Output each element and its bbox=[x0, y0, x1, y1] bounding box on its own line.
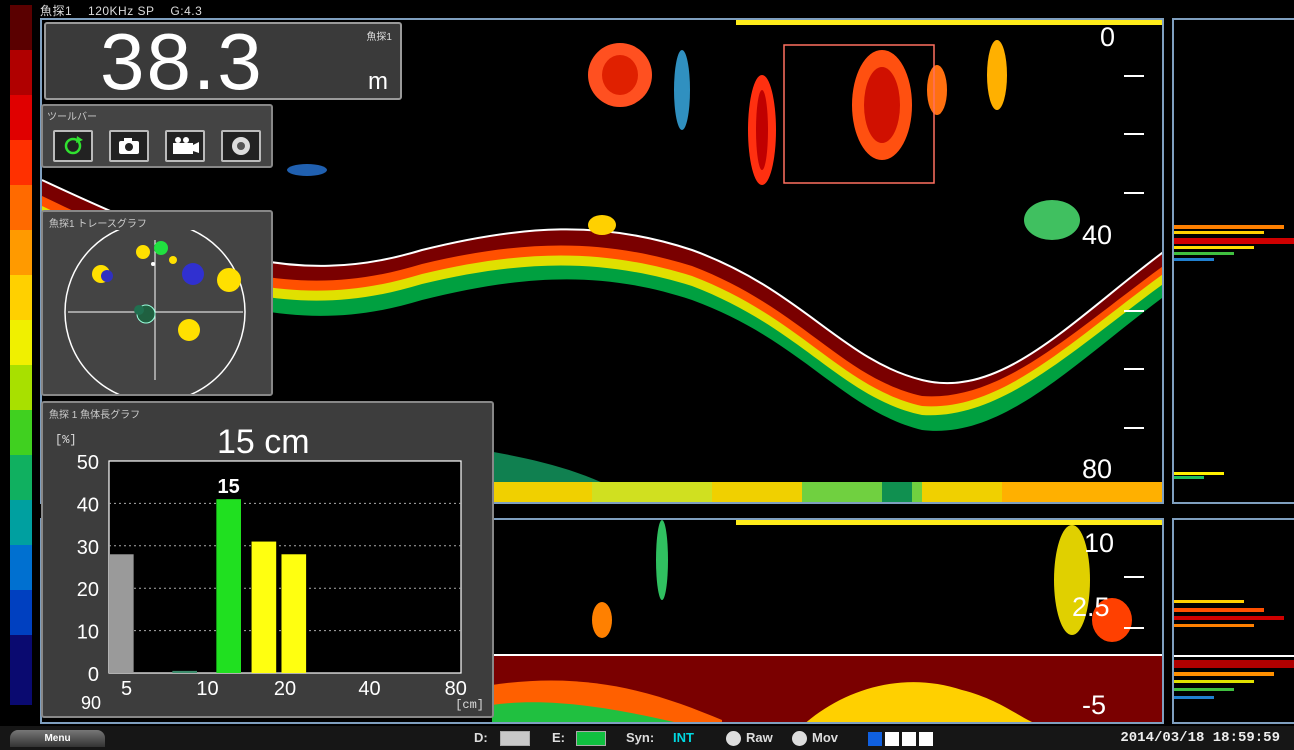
gain-label: G:4.3 bbox=[170, 4, 203, 18]
toolbar-title: ツールバー bbox=[47, 112, 97, 123]
depth-readout: 38.3 m 魚探1 bbox=[44, 17, 402, 106]
mov-label: Mov bbox=[812, 730, 838, 745]
menu-button[interactable]: Menu bbox=[10, 730, 105, 747]
record-button[interactable] bbox=[221, 130, 261, 162]
fish-length-panel: 魚探 1 魚体長グラフ 15 cm [%] [cm] 90 50 40 30 20 10… bbox=[41, 401, 494, 718]
zoom-scale-label: 10 bbox=[1084, 528, 1115, 558]
syn-value: INT bbox=[673, 730, 694, 745]
length-graph-title: 魚探 1 魚体長グラフ bbox=[49, 410, 141, 421]
y-tick-label: 40 bbox=[77, 494, 99, 516]
y-tick-label: 0 bbox=[88, 664, 99, 686]
depth-unit: m bbox=[368, 68, 388, 95]
extra-label: 90 bbox=[81, 693, 102, 713]
depth-scale-label: 40 bbox=[1082, 220, 1113, 250]
syn-label: Syn: bbox=[626, 730, 655, 745]
histogram-bar bbox=[216, 499, 241, 673]
raw-label: Raw bbox=[746, 730, 773, 745]
histogram-bar bbox=[251, 541, 277, 673]
y-tick-label: 50 bbox=[77, 452, 99, 474]
depth-tick bbox=[1124, 75, 1144, 77]
y-unit-label: [%] bbox=[55, 433, 77, 447]
screenshot-button[interactable] bbox=[109, 130, 149, 162]
x-tick-label: 5 bbox=[121, 678, 132, 700]
x-tick-label: 80 bbox=[445, 678, 467, 700]
signal-level-icon bbox=[868, 732, 933, 746]
video-camera-icon bbox=[173, 137, 199, 154]
x-tick-label: 10 bbox=[196, 678, 218, 700]
record-video-button[interactable] bbox=[165, 130, 205, 162]
refresh-button[interactable] bbox=[53, 130, 93, 162]
d-label: D: bbox=[474, 730, 488, 745]
zoom-scale-label: 2.5 bbox=[1072, 592, 1110, 622]
signal-strip bbox=[492, 482, 1162, 502]
histogram-bar bbox=[281, 554, 307, 673]
toolbar: ツールバー bbox=[41, 104, 273, 168]
depth-source: 魚探1 bbox=[366, 32, 392, 43]
histogram-bar bbox=[172, 670, 197, 673]
datetime: 2014/03/18 18:59:59 bbox=[1120, 730, 1280, 746]
gain-indicator-bar bbox=[736, 20, 1162, 25]
depth-tick bbox=[1124, 368, 1144, 370]
echogram-image bbox=[42, 40, 1162, 502]
x-tick-label: 40 bbox=[358, 678, 380, 700]
refresh-icon bbox=[64, 136, 83, 155]
d-color-swatch[interactable] bbox=[500, 731, 530, 746]
mov-radio[interactable] bbox=[792, 731, 807, 746]
a-scope-upper bbox=[1172, 18, 1294, 504]
depth-tick bbox=[1124, 310, 1144, 312]
peak-label: 15 bbox=[218, 476, 240, 498]
depth-tick bbox=[1124, 192, 1144, 194]
echogram-zoom-image bbox=[492, 520, 1162, 722]
e-color-swatch[interactable] bbox=[576, 731, 606, 746]
depth-value: 38.3 bbox=[100, 17, 264, 106]
trace-graph-title: 魚探1 トレースグラフ bbox=[49, 219, 147, 230]
y-tick-label: 10 bbox=[77, 622, 99, 644]
a-scope-lower-image bbox=[1174, 600, 1294, 699]
record-icon bbox=[232, 137, 250, 155]
zoom-tick bbox=[1124, 627, 1144, 629]
raw-radio[interactable] bbox=[726, 731, 741, 746]
length-headline: 15 cm bbox=[217, 423, 310, 461]
trace-graph-panel: 魚探1 トレースグラフ bbox=[41, 210, 273, 396]
sounder-info: 魚探1 120KHz SP G:4.3 bbox=[40, 2, 214, 19]
color-scale bbox=[10, 5, 32, 705]
zoom-tick bbox=[1124, 576, 1144, 578]
camera-icon bbox=[119, 138, 139, 154]
e-label: E: bbox=[552, 730, 565, 745]
y-tick-label: 20 bbox=[77, 579, 99, 601]
a-scope-upper-image bbox=[1174, 225, 1294, 479]
source-label: 魚探1 bbox=[40, 4, 73, 18]
depth-scale-label: 80 bbox=[1082, 454, 1113, 484]
x-tick-label: 20 bbox=[274, 678, 296, 700]
trace-graph bbox=[64, 230, 246, 394]
gain-indicator-bar bbox=[736, 520, 1162, 525]
a-scope-lower bbox=[1172, 518, 1294, 724]
length-histogram: 50 40 30 20 10 05 10 20 40 80 15 bbox=[77, 452, 467, 700]
histogram-bar bbox=[109, 554, 134, 673]
depth-tick bbox=[1124, 427, 1144, 429]
depth-scale-label: 0 bbox=[1100, 22, 1116, 52]
x-unit-label: [cm] bbox=[455, 698, 484, 712]
depth-tick bbox=[1124, 133, 1144, 135]
bottom-status-bar: Menu D: E: Syn: INT Raw Mov 2014/03/18 1… bbox=[0, 726, 1294, 750]
frequency-label: 120KHz SP bbox=[88, 4, 155, 18]
y-tick-label: 30 bbox=[77, 537, 99, 559]
zoom-scale-label: -5 bbox=[1082, 690, 1107, 720]
